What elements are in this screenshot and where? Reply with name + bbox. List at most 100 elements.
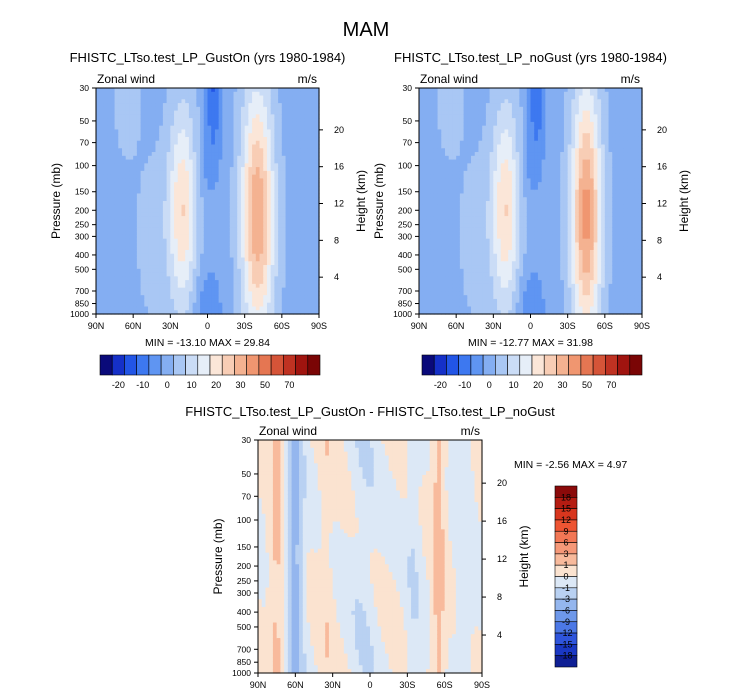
contour-cell (207, 88, 212, 93)
contour-cell (296, 110, 302, 115)
contour-cell (471, 140, 476, 146)
contour-cell (162, 223, 168, 228)
contour-cell (430, 231, 435, 236)
contour-cell (311, 223, 316, 228)
contour-cell (237, 295, 242, 300)
contour-cell (125, 268, 131, 274)
y-tick-label: 500 (75, 264, 89, 274)
contour-cell (114, 95, 119, 100)
contour-cell (96, 103, 101, 108)
contour-cell (445, 253, 450, 259)
contour-cell (207, 249, 212, 255)
contour-cell (211, 155, 216, 161)
contour-cell (448, 261, 454, 266)
contour-cell (471, 114, 476, 119)
contour-cell (99, 95, 105, 100)
contour-cell (140, 291, 145, 296)
contour-cell (125, 208, 131, 213)
contour-cell (192, 302, 197, 308)
contour-cell (196, 118, 201, 123)
contour-cell (463, 182, 468, 187)
contour-cell (493, 185, 498, 191)
contour-cell (125, 257, 131, 262)
contour-cell (203, 238, 209, 244)
contour-cell (181, 287, 186, 292)
contour-cell (493, 246, 498, 251)
contour-cell (133, 148, 138, 153)
contour-cell (122, 99, 127, 104)
contour-cell (437, 170, 442, 176)
contour-cell (270, 193, 275, 198)
contour-cell (118, 291, 123, 296)
contour-cell (478, 201, 483, 206)
contour-cell (155, 118, 160, 123)
contour-cell (96, 272, 101, 277)
contour-cell (162, 208, 168, 213)
contour-cell (207, 223, 212, 228)
contour-cell (248, 223, 253, 228)
contour-cell (185, 310, 190, 315)
contour-cell (311, 91, 316, 97)
contour-cell (278, 276, 283, 281)
contour-cell (452, 276, 457, 281)
contour-cell (266, 193, 272, 198)
contour-cell (307, 287, 313, 292)
contour-cell (485, 208, 491, 213)
contour-cell (110, 212, 116, 217)
contour-cell (214, 253, 220, 259)
contour-cell (133, 283, 138, 289)
contour-cell (185, 302, 190, 308)
contour-cell (463, 257, 468, 262)
contour-cell (214, 208, 220, 213)
contour-cell (289, 170, 294, 176)
contour-cell (452, 201, 457, 206)
contour-cell (266, 201, 272, 206)
contour-cell (122, 257, 127, 262)
contour-cell (478, 91, 483, 97)
contour-cell (218, 197, 223, 202)
contour-cell (445, 167, 450, 172)
contour-cell (144, 95, 149, 100)
contour-cell (285, 189, 290, 195)
contour-cell (497, 118, 502, 123)
contour-cell (489, 103, 494, 108)
contour-cell (122, 88, 127, 93)
contour-cell (144, 178, 149, 183)
contour-cell (211, 283, 216, 289)
contour-cell (140, 185, 145, 191)
contour-cell (174, 155, 179, 161)
contour-cell (304, 249, 309, 255)
contour-cell (285, 208, 290, 213)
contour-cell (485, 223, 491, 228)
contour-cell (240, 283, 246, 289)
contour-cell (244, 238, 249, 244)
contour-cell (482, 106, 487, 112)
contour-cell (196, 204, 201, 210)
contour-cell (222, 114, 227, 119)
contour-cell (292, 216, 298, 221)
contour-cell (278, 193, 283, 198)
contour-cell (456, 155, 461, 161)
contour-cell (140, 201, 145, 206)
contour-cell (448, 103, 454, 108)
contour-cell (452, 152, 457, 157)
contour-cell (463, 125, 468, 131)
contour-cell (289, 103, 294, 108)
y-tick-label: 30 (80, 83, 90, 93)
contour-cell (419, 110, 424, 115)
contour-cell (233, 118, 238, 123)
contour-cell (459, 265, 465, 270)
contour-cell (103, 216, 108, 221)
contour-cell (430, 189, 435, 195)
contour-cell (181, 103, 186, 108)
contour-cell (136, 280, 142, 285)
contour-cell (263, 95, 268, 100)
contour-cell (437, 125, 442, 131)
contour-cell (107, 208, 112, 213)
contour-cell (430, 110, 435, 115)
contour-cell (237, 159, 242, 164)
contour-cell (103, 227, 108, 232)
contour-cell (107, 249, 112, 255)
contour-cell (226, 129, 231, 134)
contour-cell (207, 163, 212, 168)
